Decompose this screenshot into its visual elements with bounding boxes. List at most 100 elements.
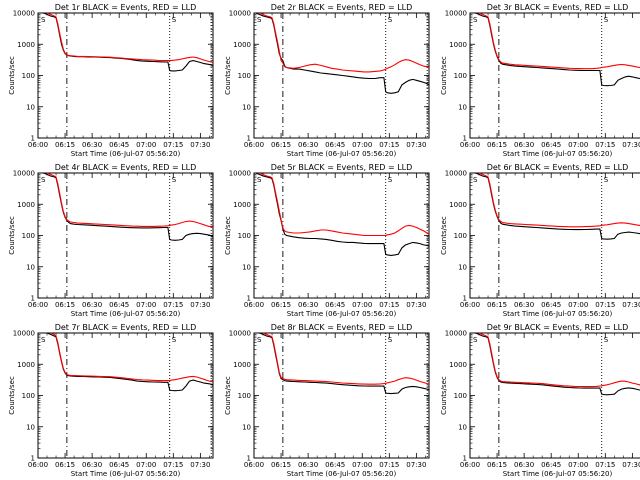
x-tick-label: 06:45: [325, 461, 345, 469]
lld-series-line: [48, 333, 213, 383]
y-axis-label: Counts/sec: [224, 216, 232, 255]
x-axis-label: Start Time (06-Jul-07 05:56:20): [287, 150, 397, 158]
x-tick-label: 06:45: [109, 461, 129, 469]
plot-frame: [37, 332, 214, 459]
x-tick-label: 07:30: [406, 461, 426, 469]
panel-title: Det 6r BLACK = Events, RED = LLD: [487, 163, 629, 172]
x-tick-label: 06:00: [460, 461, 480, 469]
events-series-line: [42, 173, 213, 241]
plot-frame: [253, 332, 430, 459]
x-axis-label: Start Time (06-Jul-07 05:56:20): [71, 310, 181, 318]
panel-title: Det 3r BLACK = Events, RED = LLD: [487, 3, 629, 12]
lld-series-line: [477, 173, 640, 228]
x-tick-label: 07:00: [352, 141, 372, 149]
x-tick-label: 06:15: [487, 461, 507, 469]
events-series-line: [255, 173, 429, 256]
x-tick-label: 07:15: [595, 301, 615, 309]
y-tick-label: 10000: [445, 330, 467, 338]
x-tick-label: 06:30: [298, 141, 318, 149]
panel-8: Det 8r BLACK = Events, RED = LLD 1 10 100 10…: [224, 323, 430, 478]
x-tick-label: 07:30: [406, 301, 426, 309]
saa-marker-start: S: [473, 16, 478, 24]
y-tick-label: 10000: [445, 10, 467, 18]
events-series-line: [258, 333, 429, 395]
panel-6: Det 6r BLACK = Events, RED = LLD 1 10 100 10…: [440, 163, 640, 318]
x-tick-label: 07:00: [352, 461, 372, 469]
saa-marker-start: S: [473, 336, 478, 344]
x-tick-label: 07:00: [568, 141, 588, 149]
y-tick-label: 10000: [229, 330, 251, 338]
x-tick-label: 07:00: [136, 301, 156, 309]
x-tick-label: 07:30: [622, 301, 640, 309]
lld-series-line: [261, 333, 429, 385]
x-tick-label: 06:15: [55, 301, 75, 309]
x-tick-label: 06:30: [298, 461, 318, 469]
x-axis-label: Start Time (06-Jul-07 05:56:20): [287, 310, 397, 318]
y-axis-label: Counts/sec: [8, 376, 16, 415]
saa-marker-start: S: [41, 176, 46, 184]
x-tick-label: 06:30: [82, 301, 102, 309]
x-tick-label: 07:30: [190, 301, 210, 309]
saa-marker-start: S: [257, 16, 262, 24]
x-axis-label: Start Time (06-Jul-07 05:56:20): [503, 310, 613, 318]
saa-marker-start: S: [257, 176, 262, 184]
x-tick-label: 06:45: [109, 301, 129, 309]
y-tick-label: 100: [454, 392, 467, 400]
x-tick-label: 06:00: [460, 301, 480, 309]
x-tick-label: 06:15: [271, 141, 291, 149]
x-tick-label: 07:30: [406, 141, 426, 149]
y-tick-label: 1: [247, 455, 251, 463]
y-tick-label: 1000: [449, 361, 467, 369]
saa-marker-end: S: [388, 176, 393, 184]
panel-1: Det 1r BLACK = Events, RED = LLD 1 10 100 10…: [8, 3, 214, 158]
panel-9: Det 9r BLACK = Events, RED = LLD 1 10 100 10…: [440, 323, 640, 478]
x-tick-label: 06:15: [55, 141, 75, 149]
panel-7: Det 7r BLACK = Events, RED = LLD 1 10 100 10…: [8, 323, 214, 478]
y-tick-label: 10000: [445, 170, 467, 178]
events-series-line: [42, 13, 213, 72]
y-tick-label: 1: [463, 135, 467, 143]
saa-marker-end: S: [604, 16, 609, 24]
x-tick-label: 06:15: [271, 301, 291, 309]
panel-title: Det 9r BLACK = Events, RED = LLD: [487, 323, 629, 332]
x-tick-label: 06:00: [28, 141, 48, 149]
saa-marker-end: S: [604, 176, 609, 184]
y-tick-label: 1000: [233, 41, 251, 49]
y-tick-label: 100: [454, 72, 467, 80]
y-tick-label: 1000: [17, 361, 35, 369]
x-tick-label: 06:00: [244, 301, 264, 309]
events-series-line: [474, 13, 640, 87]
panel-2: Det 2r BLACK = Events, RED = LLD 1 10 100 10…: [224, 3, 430, 158]
y-tick-label: 1: [463, 295, 467, 303]
panel-title: Det 4r BLACK = Events, RED = LLD: [55, 163, 197, 172]
x-tick-label: 07:15: [595, 141, 615, 149]
panel-title: Det 8r BLACK = Events, RED = LLD: [271, 323, 413, 332]
x-tick-label: 06:15: [487, 301, 507, 309]
x-tick-label: 07:15: [379, 301, 399, 309]
panel-4: Det 4r BLACK = Events, RED = LLD 1 10 100 10…: [8, 163, 214, 318]
saa-marker-start: S: [473, 176, 478, 184]
y-axis-label: Counts/sec: [8, 56, 16, 95]
x-axis-label: Start Time (06-Jul-07 05:56:20): [287, 470, 397, 478]
y-tick-label: 100: [22, 392, 35, 400]
saa-marker-start: S: [257, 336, 262, 344]
x-tick-label: 06:15: [55, 461, 75, 469]
plot-frame: [469, 332, 640, 459]
y-tick-label: 10: [458, 103, 467, 111]
x-tick-label: 07:15: [379, 141, 399, 149]
plot-frame: [253, 172, 430, 299]
y-tick-label: 1000: [233, 201, 251, 209]
y-tick-label: 1: [247, 295, 251, 303]
y-axis-label: Counts/sec: [224, 376, 232, 415]
y-tick-label: 100: [238, 232, 251, 240]
y-tick-label: 1000: [17, 41, 35, 49]
x-tick-label: 06:30: [82, 461, 102, 469]
x-axis-label: Start Time (06-Jul-07 05:56:20): [503, 150, 613, 158]
y-tick-label: 10: [458, 263, 467, 271]
x-tick-label: 06:30: [82, 141, 102, 149]
y-tick-label: 1000: [449, 201, 467, 209]
saa-marker-end: S: [172, 176, 177, 184]
plot-frame: [469, 172, 640, 299]
y-tick-label: 10: [26, 103, 35, 111]
